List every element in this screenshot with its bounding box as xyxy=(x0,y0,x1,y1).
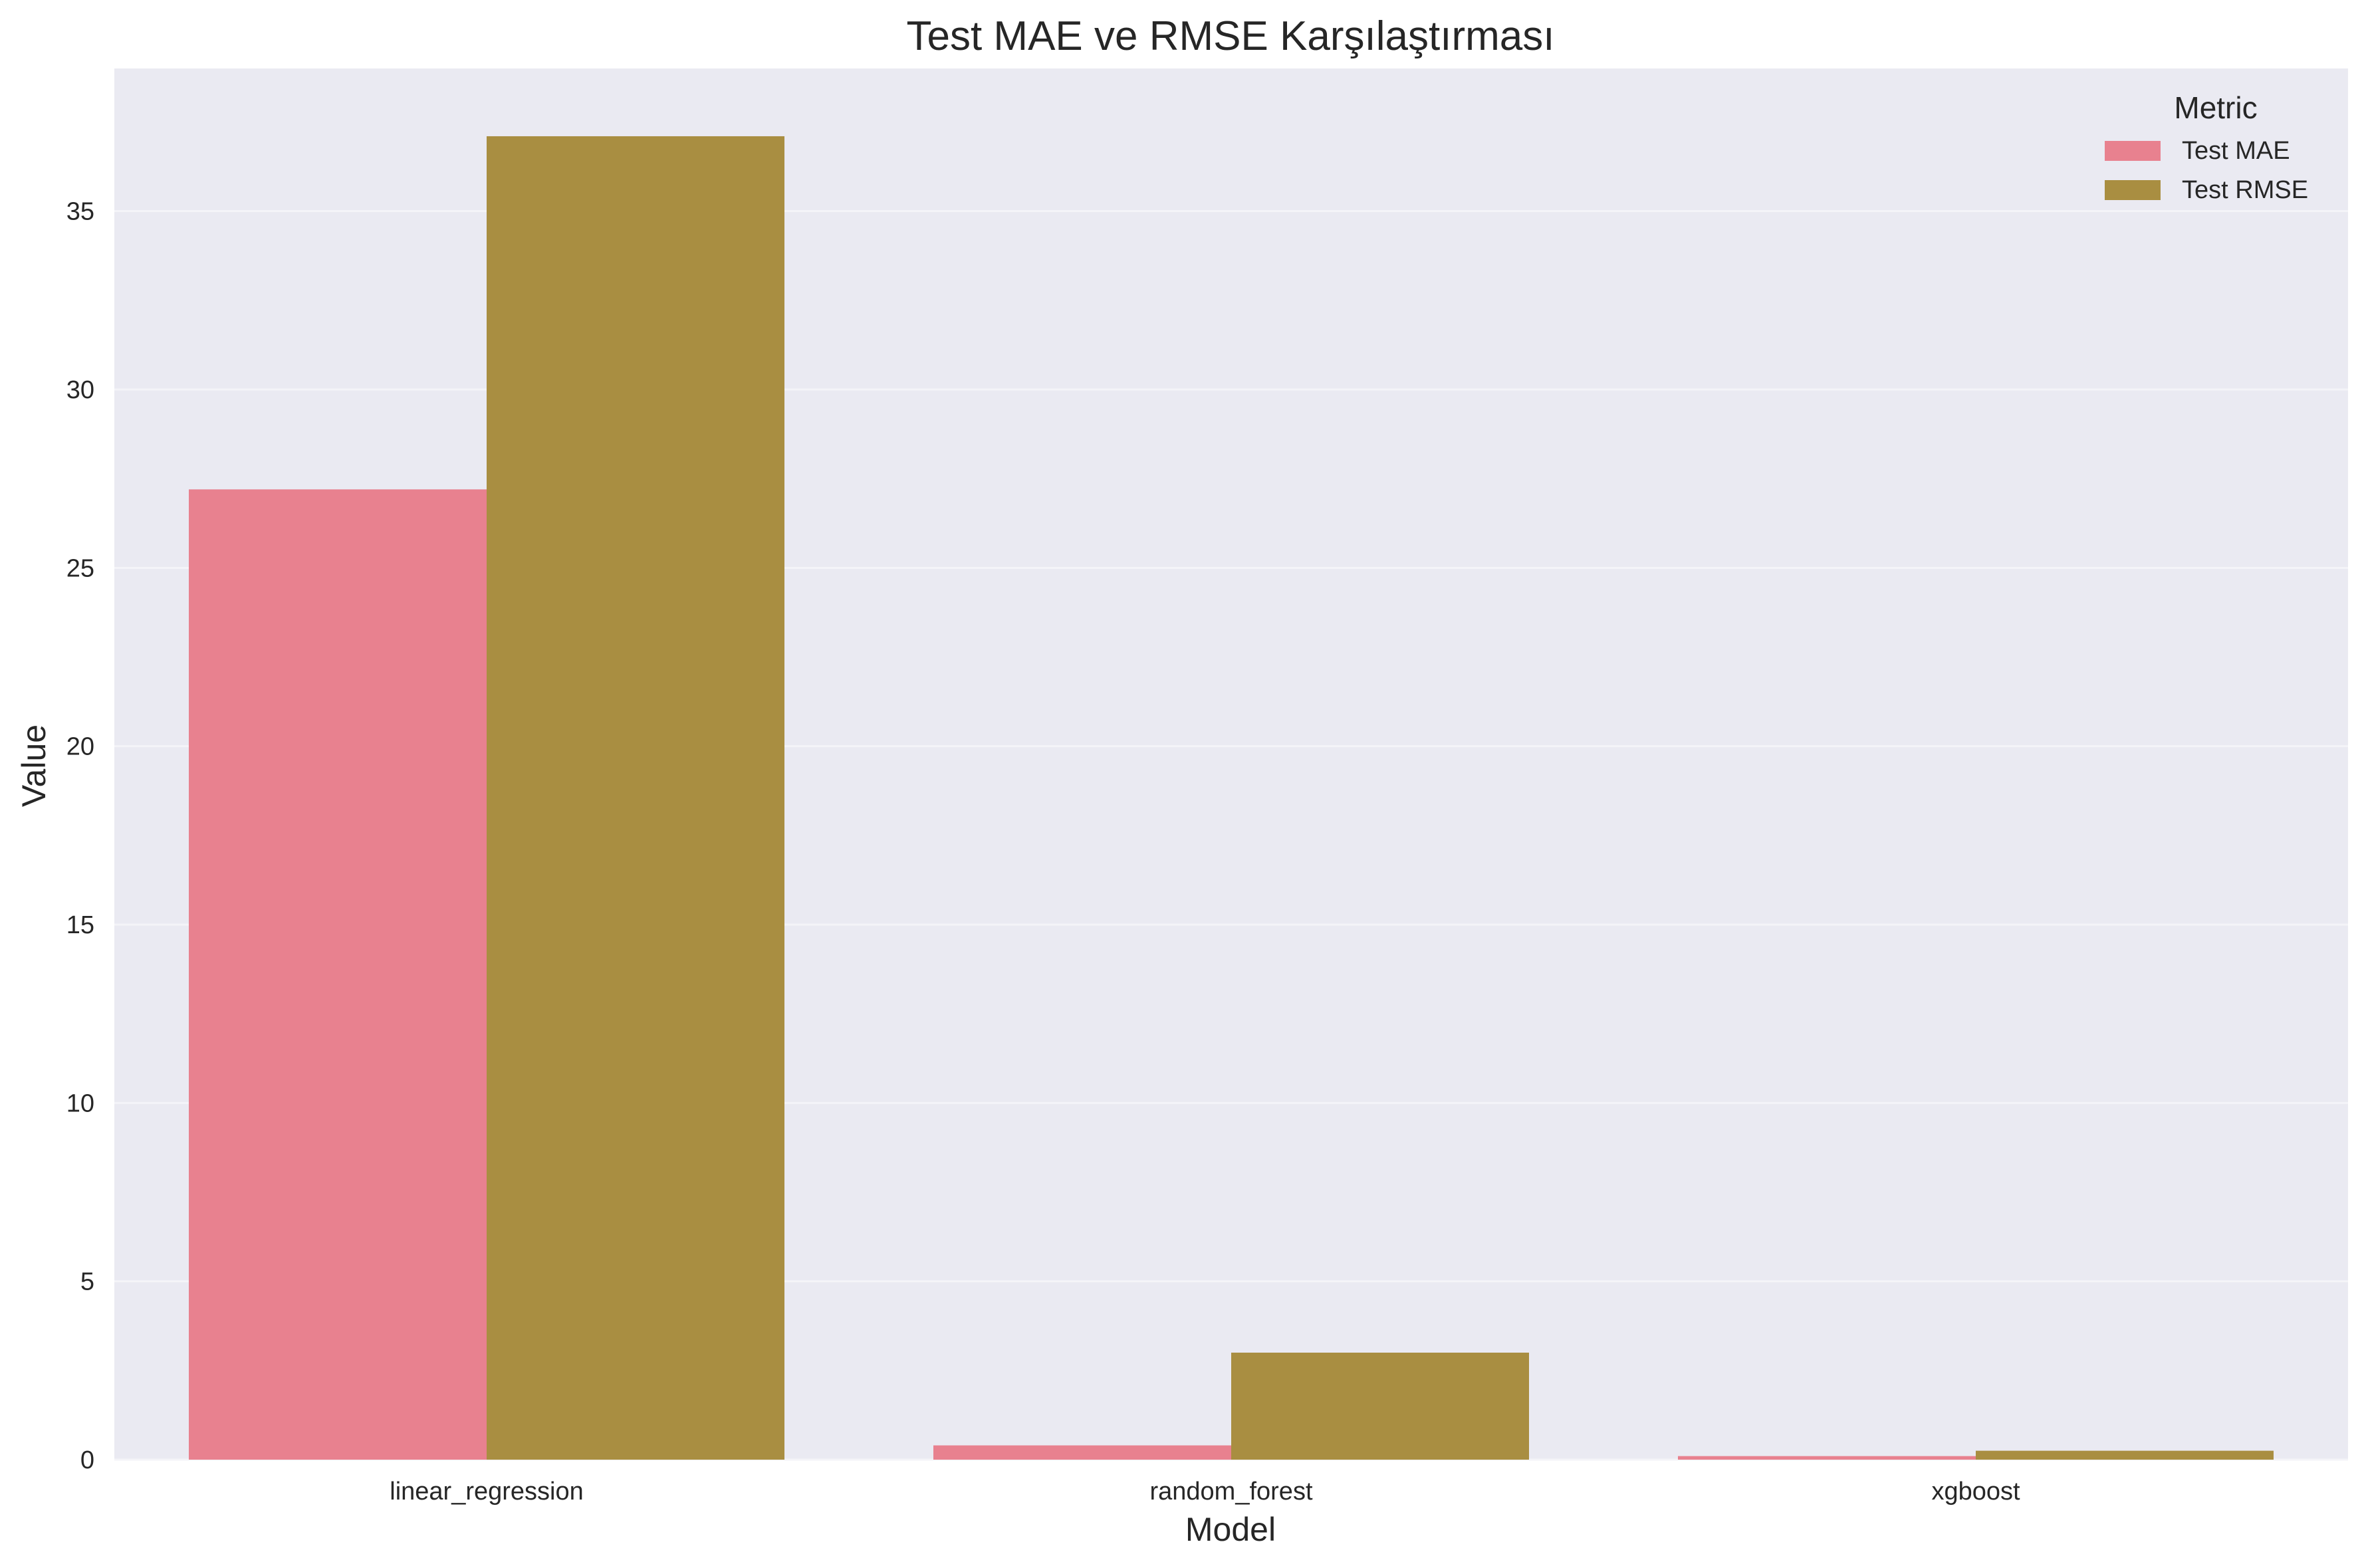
y-tick-label: 10 xyxy=(66,1089,94,1117)
y-tick-label: 0 xyxy=(80,1446,94,1474)
y-tick-label: 35 xyxy=(66,198,94,226)
y-tick-label: 20 xyxy=(66,733,94,761)
y-tick-label: 25 xyxy=(66,554,94,582)
legend-swatch xyxy=(2105,141,2161,161)
x-tick-label: xgboost xyxy=(1931,1478,2020,1506)
bar xyxy=(487,136,784,1460)
y-tick-label: 15 xyxy=(66,911,94,939)
y-tick-labels: 0 5 10 15 20 25 30 35 xyxy=(66,198,94,1474)
y-tick-label: 5 xyxy=(80,1268,94,1296)
chart-title: Test MAE ve RMSE Karşılaştırması xyxy=(907,13,1555,59)
y-axis-label: Value xyxy=(15,725,53,807)
legend: Metric Test MAE Test RMSE xyxy=(2105,90,2308,204)
bar xyxy=(1976,1450,2274,1460)
bar xyxy=(933,1445,1231,1460)
legend-label: Test RMSE xyxy=(2182,176,2308,204)
bar xyxy=(189,489,487,1460)
bars xyxy=(189,136,2274,1460)
x-tick-label: linear_regression xyxy=(390,1478,584,1506)
legend-title: Metric xyxy=(2174,90,2257,125)
x-tick-labels: linear_regression random_forest xgboost xyxy=(390,1478,2020,1506)
x-tick-label: random_forest xyxy=(1149,1478,1312,1506)
bar xyxy=(1678,1456,1976,1460)
x-axis-label: Model xyxy=(1185,1511,1276,1548)
y-tick-label: 30 xyxy=(66,376,94,404)
legend-label: Test MAE xyxy=(2182,137,2290,165)
bar xyxy=(1231,1353,1529,1460)
legend-swatch xyxy=(2105,180,2161,200)
